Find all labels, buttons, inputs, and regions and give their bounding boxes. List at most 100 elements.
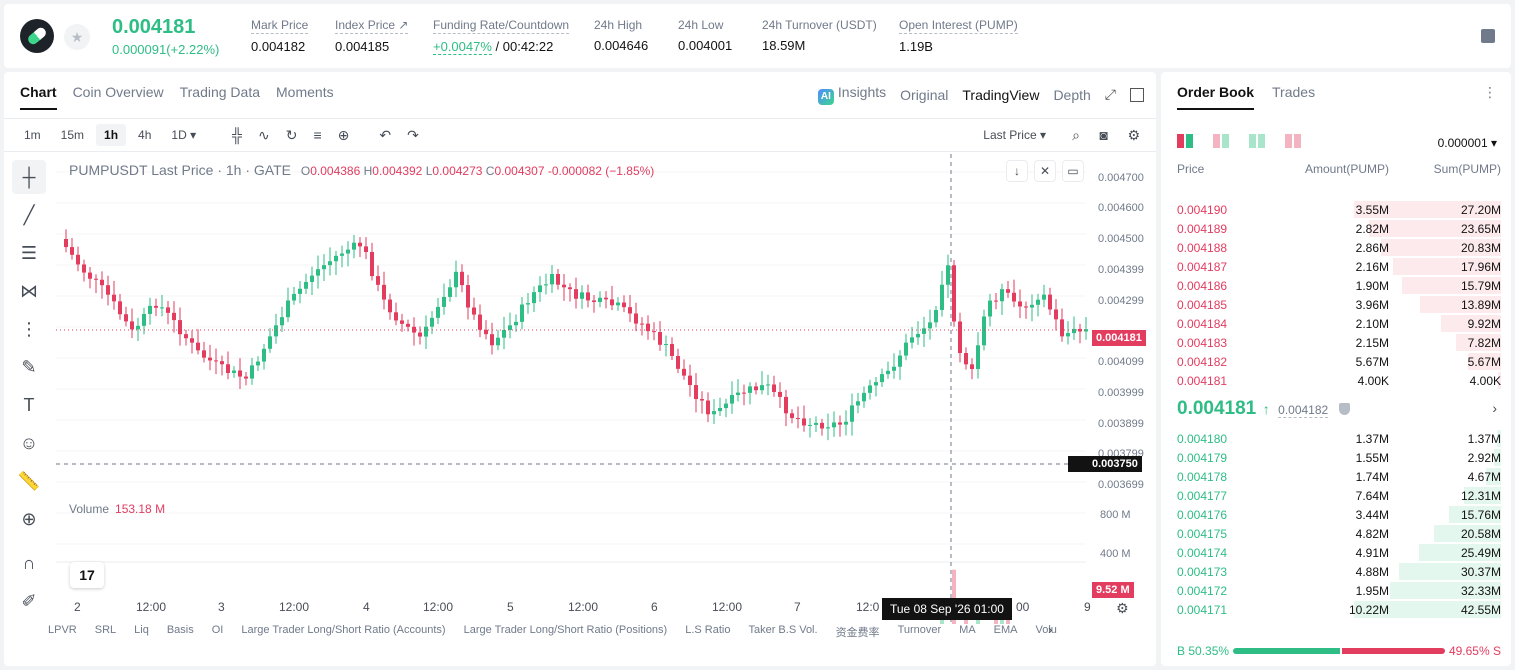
refresh-icon[interactable]: ↻ xyxy=(285,126,298,143)
order-sum: 25.49M xyxy=(1460,546,1501,560)
bid-row[interactable]: 0.004176 3.44M 15.76M xyxy=(1161,505,1511,524)
favorite-star-icon[interactable]: ★ xyxy=(64,24,90,50)
fullscreen-icon[interactable]: ▭ xyxy=(1062,160,1084,182)
collapse-icon[interactable]: ✕ xyxy=(1034,160,1056,182)
ask-row[interactable]: 0.004190 3.55M 27.20M xyxy=(1161,200,1511,219)
bid-row[interactable]: 0.004179 1.55M 2.92M xyxy=(1161,448,1511,467)
indicator-shortcut[interactable]: L.S Ratio xyxy=(685,624,731,636)
arrow-down-icon[interactable]: ↓ xyxy=(1006,160,1028,182)
order-amount: 4.88M xyxy=(1355,565,1389,579)
ask-row[interactable]: 0.004181 4.00K 4.00K xyxy=(1161,371,1511,390)
candle-body xyxy=(490,334,494,346)
ask-row[interactable]: 0.004182 5.67M 5.67M xyxy=(1161,352,1511,371)
book-mode-both-alt-icon[interactable] xyxy=(1213,134,1229,148)
tick-size-select[interactable]: 0.000001 ▾ xyxy=(1437,136,1497,150)
bid-row[interactable]: 0.004171 10.22M 42.55M xyxy=(1161,600,1511,619)
indicator-shortcut[interactable]: Volu xyxy=(1035,624,1057,636)
search-icon[interactable]: ⌕ xyxy=(1072,126,1080,143)
stat-funding-rate[interactable]: Funding Rate/Countdown +0.0047% / 00:42:… xyxy=(433,18,570,55)
bid-row[interactable]: 0.004173 4.88M 30.37M xyxy=(1161,562,1511,581)
tab-order-book[interactable]: Order Book xyxy=(1177,84,1255,110)
tab-depth[interactable]: Depth xyxy=(1053,86,1091,103)
undo-icon[interactable]: ↶ xyxy=(379,126,392,143)
camera-icon[interactable]: ◙ xyxy=(1099,127,1108,143)
text-tool-icon[interactable]: T xyxy=(23,394,35,415)
expand-icon[interactable]: ⤢ xyxy=(1104,86,1116,102)
candle-body xyxy=(310,275,314,282)
indicator-shortcut[interactable]: Large Trader Long/Short Ratio (Accounts) xyxy=(241,624,446,636)
indicator-shortcut[interactable]: Basis xyxy=(166,624,194,636)
buy-sell-ratio: B 50.35% 49.65% S xyxy=(1177,644,1501,658)
indicator-shortcut[interactable]: Taker B.S Vol. xyxy=(748,624,818,636)
more-icon[interactable]: ⋮ xyxy=(1483,84,1497,100)
emoji-icon[interactable]: ☺ xyxy=(19,432,39,453)
zoom-in-icon[interactable]: ⊕ xyxy=(21,508,37,529)
indicator-shortcut[interactable]: EMA xyxy=(993,624,1018,636)
brush-icon[interactable]: ✎ xyxy=(21,356,37,377)
templates-icon[interactable]: ≡ xyxy=(313,127,322,143)
trend-line-icon[interactable]: ╱ xyxy=(23,204,35,225)
chevron-right-icon[interactable]: › xyxy=(1048,622,1053,637)
stat-open-interest[interactable]: Open Interest (PUMP) 1.19B xyxy=(899,18,1018,54)
candlestick-chart[interactable] xyxy=(56,154,1096,624)
timeframe-1h[interactable]: 1h xyxy=(96,124,127,146)
tab-chart[interactable]: Chart xyxy=(20,84,57,110)
book-mode-bids-icon[interactable] xyxy=(1249,134,1265,148)
timeframe-1m[interactable]: 1m xyxy=(24,128,41,142)
timeframe-1d[interactable]: 1D ▾ xyxy=(171,128,197,142)
bid-row[interactable]: 0.004178 1.74M 4.67M xyxy=(1161,467,1511,486)
bid-row[interactable]: 0.004174 4.91M 25.49M xyxy=(1161,543,1511,562)
ask-row[interactable]: 0.004183 2.15M 7.82M xyxy=(1161,333,1511,352)
indicator-shortcut[interactable]: Liq xyxy=(134,624,149,636)
indicator-shortcut[interactable]: OI xyxy=(211,624,224,636)
tab-coin-overview[interactable]: Coin Overview xyxy=(72,84,164,100)
indicator-shortcut[interactable]: LPVR xyxy=(48,624,77,636)
window-icon[interactable] xyxy=(1130,87,1144,102)
tab-trades[interactable]: Trades xyxy=(1272,84,1316,100)
tab-trading-data[interactable]: Trading Data xyxy=(179,84,261,100)
magnet-icon[interactable]: ∩ xyxy=(22,552,36,573)
ask-row[interactable]: 0.004189 2.82M 23.65M xyxy=(1161,219,1511,238)
tab-original[interactable]: Original xyxy=(900,86,949,103)
chevron-right-icon[interactable]: › xyxy=(1492,400,1497,416)
bid-row[interactable]: 0.004175 4.82M 20.58M xyxy=(1161,524,1511,543)
horizontal-lines-icon[interactable]: ☰ xyxy=(20,242,38,263)
ask-row[interactable]: 0.004184 2.10M 9.92M xyxy=(1161,314,1511,333)
bid-row[interactable]: 0.004177 7.64M 12.31M xyxy=(1161,486,1511,505)
book-mode-both-icon[interactable] xyxy=(1177,134,1193,148)
stat-index-price[interactable]: Index Price ↗ 0.004185 xyxy=(335,18,409,54)
mid-price-row[interactable]: 0.004181 ↑ 0.004182 › xyxy=(1177,398,1501,422)
indicator-shortcut[interactable]: Turnover xyxy=(897,624,942,636)
tab-insights[interactable]: AI Insights xyxy=(817,84,886,105)
bid-row[interactable]: 0.004180 1.37M 1.37M xyxy=(1161,429,1511,448)
timeframe-15m[interactable]: 15m xyxy=(60,128,85,142)
timeframe-4h[interactable]: 4h xyxy=(138,128,152,142)
indicators-icon[interactable]: ∿ xyxy=(258,126,270,143)
settings-gear-icon[interactable]: ⚙ xyxy=(1127,126,1140,143)
indicator-shortcut[interactable]: Large Trader Long/Short Ratio (Positions… xyxy=(463,624,668,636)
ask-row[interactable]: 0.004187 2.16M 17.96M xyxy=(1161,257,1511,276)
tab-tradingview[interactable]: TradingView xyxy=(962,86,1040,103)
fib-icon[interactable]: ⋮ xyxy=(20,318,38,339)
ask-row[interactable]: 0.004185 3.96M 13.89M xyxy=(1161,295,1511,314)
axis-settings-icon[interactable]: ⚙ xyxy=(1116,600,1129,616)
pattern-icon[interactable]: ⋈ xyxy=(20,280,38,301)
price-type-select[interactable]: Last Price ▾ xyxy=(983,128,1046,142)
guide-book-icon[interactable] xyxy=(1481,29,1495,43)
tab-moments[interactable]: Moments xyxy=(276,84,334,100)
ask-row[interactable]: 0.004186 1.90M 15.79M xyxy=(1161,276,1511,295)
stat-mark-price[interactable]: Mark Price 0.004182 xyxy=(251,18,309,54)
indicator-shortcut[interactable]: MA xyxy=(959,624,976,636)
pencil-lock-icon[interactable]: ✐ xyxy=(21,590,37,611)
add-indicator-icon[interactable]: ⊕ xyxy=(337,126,350,143)
ask-row[interactable]: 0.004188 2.86M 20.83M xyxy=(1161,238,1511,257)
indicator-shortcut[interactable]: 资金费率 xyxy=(835,627,880,639)
candle-body xyxy=(406,323,410,327)
bid-row[interactable]: 0.004172 1.95M 32.33M xyxy=(1161,581,1511,600)
crosshair-icon[interactable]: ┼ xyxy=(12,160,46,194)
book-mode-asks-icon[interactable] xyxy=(1285,134,1301,148)
ruler-icon[interactable]: 📏 xyxy=(17,470,41,491)
redo-icon[interactable]: ↷ xyxy=(407,126,419,143)
candle-type-icon[interactable]: ╬ xyxy=(232,127,243,143)
indicator-shortcut[interactable]: SRL xyxy=(94,624,117,636)
